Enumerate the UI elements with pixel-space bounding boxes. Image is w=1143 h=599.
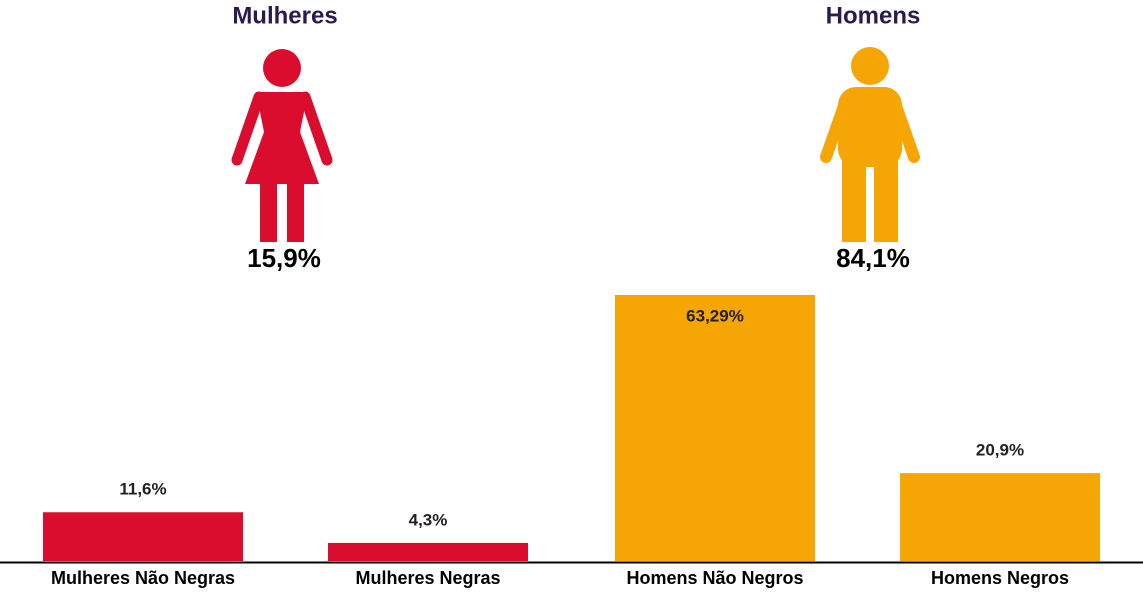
group-share: 84,1%: [836, 243, 910, 273]
value-label: 11,6%: [119, 480, 166, 499]
category-label: Homens Não Negros: [626, 568, 803, 588]
bar: [328, 542, 528, 561]
group-share: 15,9%: [247, 243, 321, 273]
category-label: Homens Negros: [931, 568, 1069, 588]
bar: [900, 473, 1100, 561]
value-label: 20,9%: [976, 441, 1024, 460]
woman-icon: [231, 49, 333, 242]
man-icon: [820, 47, 920, 242]
category-label: Mulheres Não Negras: [51, 568, 235, 588]
value-label: 63,29%: [686, 306, 744, 325]
category-label: Mulheres Negras: [355, 568, 500, 588]
bar: [43, 512, 243, 561]
value-label: 4,3%: [409, 510, 448, 529]
group-title: Mulheres: [232, 2, 337, 29]
group-title: Homens: [826, 2, 921, 29]
bar: [615, 295, 815, 561]
